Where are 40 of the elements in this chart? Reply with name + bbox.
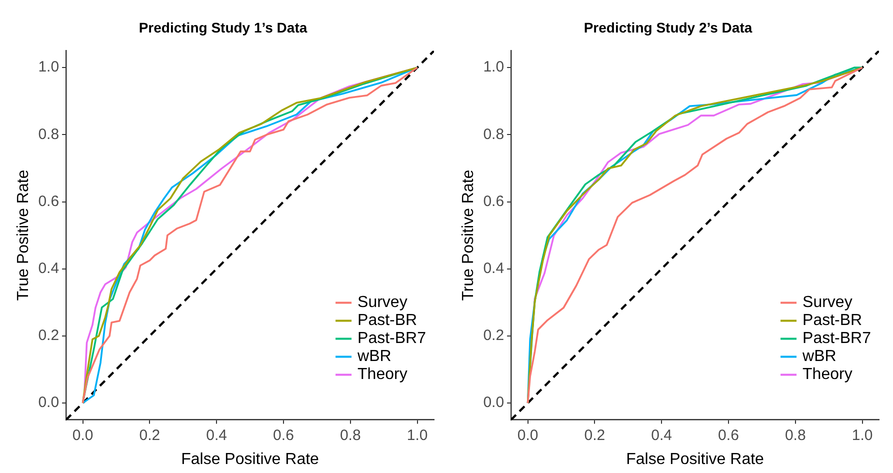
legend-label: wBR [356,348,392,366]
x-tick-label: 0.8 [784,426,806,444]
x-tick-label: 1.0 [406,426,428,444]
x-tick-label: 0.4 [651,426,672,444]
y-tick-label: 0.2 [38,327,60,344]
y-tick-label: 1.0 [483,58,504,76]
y-axis-title: True Positive Rate [15,170,32,301]
x-tick-label: 0.6 [718,426,739,444]
legend-label: Past-BR7 [358,330,426,348]
x-tick-label: 0.2 [584,426,606,444]
y-axis-title: True Positive Rate [460,170,478,301]
y-tick-label: 0.2 [483,327,504,344]
legend-label: Survey [358,294,408,312]
x-tick-label: 0.0 [517,426,538,444]
x-tick-label: 0.6 [273,426,294,444]
y-tick-label: 0.4 [38,260,60,277]
legend-label: Past-BR7 [802,330,872,348]
y-tick-label: 0.8 [483,126,504,143]
legend-label: Theory [358,366,408,384]
x-tick-label: 1.0 [852,426,873,444]
legend-label: Past-BR [802,312,862,330]
y-tick-label: 0.6 [483,192,504,210]
chart-title: Predicting Study 2’s Data [584,19,752,36]
x-tick-label: 0.2 [139,426,160,444]
y-tick-label: 0.8 [38,126,60,143]
legend-label: Survey [802,294,852,312]
y-tick-label: 0.6 [38,192,60,210]
y-tick-label: 0.0 [38,394,60,412]
x-tick-label: 0.8 [340,426,361,444]
x-axis-title: False Positive Rate [181,450,320,468]
y-tick-label: 1.0 [38,58,60,76]
x-tick-label: 0.4 [206,426,228,444]
legend-label: wBR [802,348,836,366]
chart-title: Predicting Study 1’s Data [138,19,308,36]
legend-label: Theory [802,366,852,384]
x-tick-label: 0.0 [72,426,94,444]
legend-label: Past-BR [358,312,418,330]
y-tick-label: 0.0 [483,394,504,412]
x-axis-title: False Positive Rate [626,450,764,468]
y-tick-label: 0.4 [483,260,504,277]
